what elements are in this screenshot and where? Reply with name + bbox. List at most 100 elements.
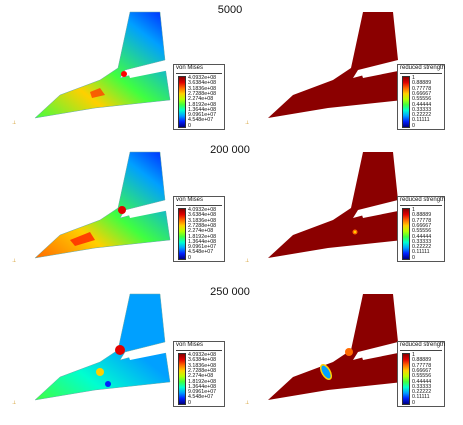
reduced-strength-legend-3: reduced strength 1 0.88889 0.77778 0.666… xyxy=(397,341,445,407)
von-mises-legend-2: von Mises 4.0932e+08 3.6384e+08 3.1836e+… xyxy=(173,196,225,262)
colorbar xyxy=(178,353,186,405)
legend-tick: 0.11111 xyxy=(412,117,430,124)
legend-tick: 0.44444 xyxy=(412,378,432,385)
legend-tick: 0.55556 xyxy=(412,96,432,103)
legend-tick: 0.66667 xyxy=(412,222,432,229)
legend-title-underline xyxy=(400,73,442,74)
legend-tick: 4.548e+07 xyxy=(188,394,214,401)
row-3-left-panel: 250 000 ⊥ xyxy=(0,282,250,420)
row-2-right-panel: ⊥ xyxy=(233,140,463,278)
legend-tick: 0.88889 xyxy=(412,212,432,219)
legend-title: von Mises xyxy=(176,197,204,203)
legend-tick: 0.33333 xyxy=(412,383,432,390)
legend-tick: 3.6384e+08 xyxy=(188,80,217,87)
von-mises-legend-1: von Mises 4.0932e+08 3.6384e+08 3.1836e+… xyxy=(173,64,225,130)
legend-tick: 4.0932e+08 xyxy=(188,352,217,358)
reduced-strength-plot-3 xyxy=(268,294,403,400)
legend-tick: 1 xyxy=(412,75,415,81)
legend-tick: 1 xyxy=(412,352,415,358)
legend-tick: 1.3644e+08 xyxy=(188,238,217,245)
axis-triad-icon: ⊥ xyxy=(245,400,250,406)
legend-tick: 0.22222 xyxy=(412,112,432,119)
axis-triad-icon: ⊥ xyxy=(245,258,250,264)
legend-tick: 0 xyxy=(188,254,191,261)
legend-title-underline xyxy=(176,205,222,206)
legend-tick: 1.8192e+08 xyxy=(188,378,217,385)
legend-tick: 0.77778 xyxy=(412,362,432,369)
legend-tick: 3.6384e+08 xyxy=(188,212,217,219)
legend-title: von Mises xyxy=(176,65,204,71)
reduced-strength-plot-1 xyxy=(268,12,403,118)
legend-title: von Mises xyxy=(176,342,204,348)
von-mises-plot-2 xyxy=(34,151,171,259)
legend-tick: 0 xyxy=(412,122,415,129)
legend-tick: 0.77778 xyxy=(412,217,432,224)
legend-tick: 4.0932e+08 xyxy=(188,75,217,81)
colorbar xyxy=(178,76,186,128)
reduced-strength-plot-2 xyxy=(268,152,403,258)
reduced-strength-legend-2: reduced strength 1 0.88889 0.77778 0.666… xyxy=(397,196,445,262)
legend-tick: 0.55556 xyxy=(412,373,432,380)
legend-tick: 1.8192e+08 xyxy=(188,233,217,240)
legend-title: reduced strength xyxy=(400,197,446,203)
legend-tick: 1.3644e+08 xyxy=(188,106,217,113)
row-2-left-panel: 200 000 ⊥ xyxy=(0,140,250,278)
von-mises-plot-3 xyxy=(34,293,171,401)
row-1-title: 5000 xyxy=(217,4,243,16)
reduced-strength-legend-1: reduced strength 1 0.88889 0.77778 0.666… xyxy=(397,64,445,130)
legend-tick: 3.1836e+08 xyxy=(188,85,217,92)
legend-tick: 0 xyxy=(412,399,415,406)
legend-tick: 0.11111 xyxy=(412,394,430,401)
legend-tick: 0.66667 xyxy=(412,90,432,97)
legend-tick: 0.66667 xyxy=(412,367,432,374)
legend-tick: 4.0932e+08 xyxy=(188,207,217,213)
legend-tick: 0 xyxy=(188,399,191,406)
legend-tick: 4.548e+07 xyxy=(188,249,214,256)
legend-tick: 9.0961e+07 xyxy=(188,244,217,251)
legend-tick: 1 xyxy=(412,207,415,213)
legend-tick: 0 xyxy=(412,254,415,261)
legend-tick: 0.33333 xyxy=(412,238,432,245)
legend-tick: 0 xyxy=(188,122,191,129)
legend-tick: 4.548e+07 xyxy=(188,117,214,124)
colorbar xyxy=(402,208,410,260)
legend-tick: 2.7288e+08 xyxy=(188,222,217,229)
legend-tick: 9.0961e+07 xyxy=(188,389,217,396)
row-1-left-panel: 5000 ⊥ xyxy=(0,0,242,138)
legend-tick: 2.274e+08 xyxy=(188,96,214,103)
legend-tick: 0.22222 xyxy=(412,389,432,396)
legend-tick: 0.11111 xyxy=(412,249,430,256)
legend-title: reduced strength xyxy=(400,65,446,71)
von-mises-plot-1 xyxy=(34,11,171,119)
row-1-right-panel: ⊥ xyxy=(233,0,463,138)
legend-tick: 3.1836e+08 xyxy=(188,362,217,369)
legend-tick: 0.33333 xyxy=(412,106,432,113)
legend-tick: 3.6384e+08 xyxy=(188,357,217,364)
legend-tick: 2.7288e+08 xyxy=(188,90,217,97)
colorbar xyxy=(178,208,186,260)
row-3-right-panel: ⊥ xyxy=(233,282,463,420)
legend-tick: 1.3644e+08 xyxy=(188,383,217,390)
row-2-title: 200 000 xyxy=(210,144,250,156)
legend-tick: 0.88889 xyxy=(412,357,432,364)
von-mises-legend-3: von Mises 4.0932e+08 3.6384e+08 3.1836e+… xyxy=(173,341,225,407)
legend-tick: 0.77778 xyxy=(412,85,432,92)
legend-title-underline xyxy=(176,73,222,74)
legend-tick: 9.0961e+07 xyxy=(188,112,217,119)
legend-tick: 0.44444 xyxy=(412,233,432,240)
legend-title-underline xyxy=(176,350,222,351)
colorbar xyxy=(402,76,410,128)
axis-triad-icon: ⊥ xyxy=(12,258,17,264)
legend-title-underline xyxy=(400,205,442,206)
axis-triad-icon: ⊥ xyxy=(12,400,17,406)
legend-tick: 2.7288e+08 xyxy=(188,367,217,374)
axis-triad-icon: ⊥ xyxy=(12,120,17,126)
axis-triad-icon: ⊥ xyxy=(245,120,250,126)
legend-tick: 0.55556 xyxy=(412,228,432,235)
legend-tick: 1.8192e+08 xyxy=(188,101,217,108)
legend-tick: 0.88889 xyxy=(412,80,432,87)
legend-tick: 0.44444 xyxy=(412,101,432,108)
colorbar xyxy=(402,353,410,405)
legend-tick: 2.274e+08 xyxy=(188,228,214,235)
legend-title-underline xyxy=(400,350,442,351)
